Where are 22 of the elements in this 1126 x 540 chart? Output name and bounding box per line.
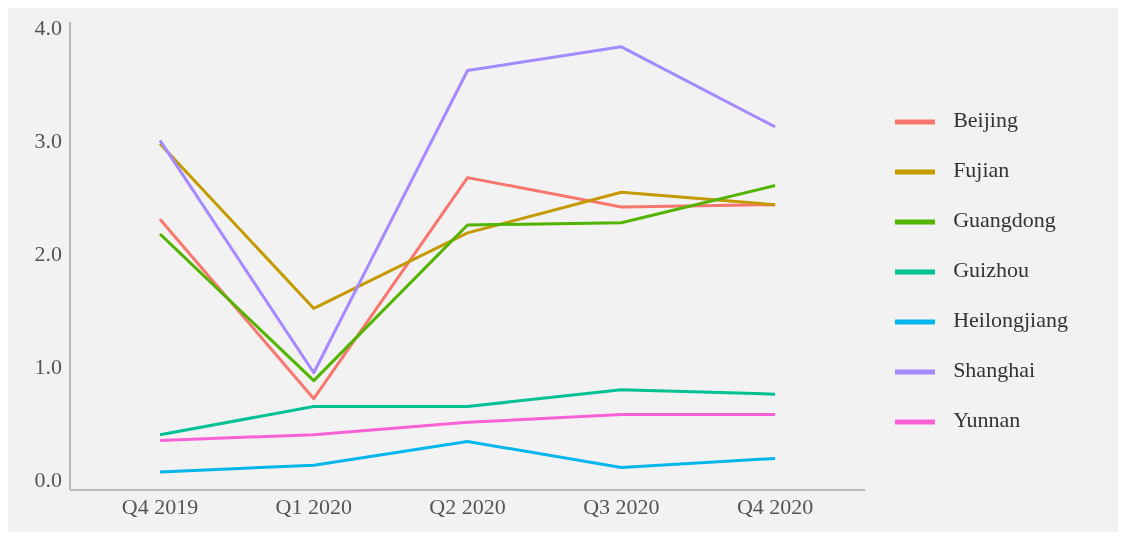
y-tick-label: 3.0 bbox=[34, 128, 62, 154]
x-tick-label: Q4 2019 bbox=[121, 493, 199, 519]
legend-label: Fujian bbox=[953, 157, 1010, 182]
y-tick-label: 1.0 bbox=[34, 353, 62, 379]
x-tick-label: Q1 2020 bbox=[275, 493, 352, 519]
x-tick-label: Q4 2020 bbox=[736, 493, 814, 519]
line-series bbox=[158, 412, 777, 442]
x-tick-label: Q3 2020 bbox=[583, 493, 660, 519]
legend-label: Guizhou bbox=[953, 257, 1029, 282]
line-series bbox=[158, 142, 777, 310]
y-tick-label: 2.0 bbox=[34, 240, 62, 266]
legend-label: Shanghai bbox=[953, 357, 1036, 382]
legend-label: Yunnan bbox=[953, 407, 1021, 432]
line-series bbox=[158, 388, 777, 437]
legend-label: Guangdong bbox=[953, 207, 1056, 232]
line-series bbox=[158, 45, 777, 375]
y-tick-label: 0.0 bbox=[34, 466, 62, 492]
line-series bbox=[158, 440, 777, 474]
y-tick-label: 4.0 bbox=[34, 15, 62, 41]
legend-label: Heilongjiang bbox=[953, 307, 1068, 332]
x-tick-label: Q2 2020 bbox=[429, 493, 506, 519]
legend-label: Beijing bbox=[953, 107, 1018, 132]
